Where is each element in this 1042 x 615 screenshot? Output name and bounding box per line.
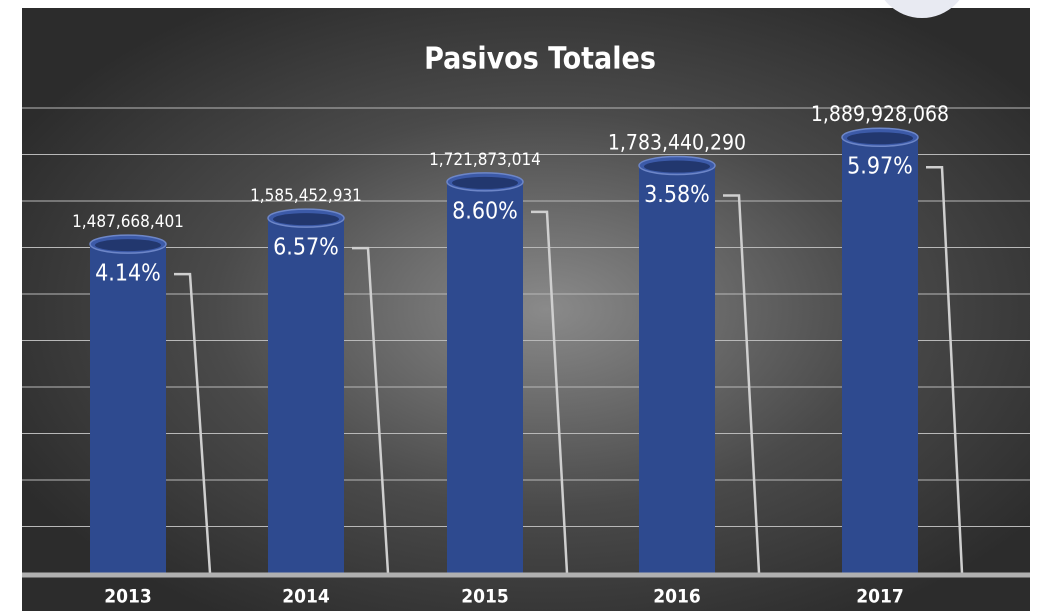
- data-label: 1,889,928,068: [811, 102, 949, 126]
- data-label: 1,721,873,014: [429, 150, 541, 170]
- bar-top-inner: [273, 213, 339, 226]
- bar: [447, 181, 523, 573]
- leader-line: [352, 246, 390, 574]
- data-label: 1,783,440,290: [608, 131, 746, 155]
- data-label: 1,487,668,401: [72, 212, 184, 232]
- growth-label: 6.57%: [273, 235, 339, 261]
- bar-top-inner: [452, 176, 518, 189]
- growth-label: 3.58%: [644, 182, 710, 208]
- x-tick-label: 2016: [653, 586, 701, 608]
- x-tick-label: 2014: [282, 586, 330, 608]
- leader-line: [926, 165, 964, 574]
- bar: [842, 137, 918, 573]
- bar: [90, 244, 166, 573]
- bar-top-inner: [847, 132, 913, 145]
- bar: [639, 165, 715, 573]
- leader-line: [723, 194, 761, 574]
- bar-top-inner: [95, 239, 161, 252]
- x-tick-label: 2013: [104, 586, 152, 608]
- decoration: [884, 0, 960, 18]
- growth-label: 8.60%: [452, 198, 518, 224]
- x-tick-label: 2017: [856, 586, 904, 608]
- growth-label: 4.14%: [95, 261, 161, 287]
- chart-title: Pasivos Totales: [424, 42, 656, 77]
- x-tick-label: 2015: [461, 586, 509, 608]
- data-label: 1,585,452,931: [250, 186, 362, 206]
- leader-line: [174, 272, 212, 574]
- bar-top-inner: [644, 160, 710, 173]
- bar: [268, 218, 344, 574]
- growth-label: 5.97%: [847, 154, 913, 180]
- leader-line: [531, 210, 569, 574]
